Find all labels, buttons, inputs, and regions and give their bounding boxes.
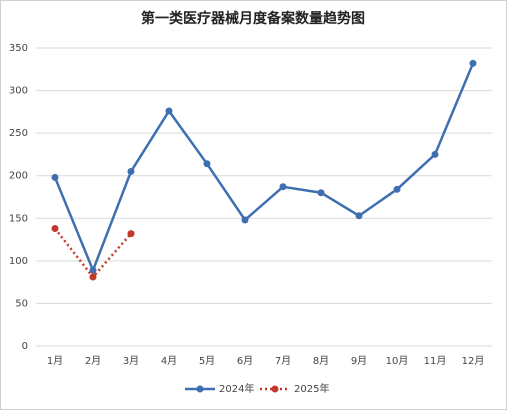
y-tick-label: 100	[9, 256, 28, 267]
x-tick-label: 5月	[199, 355, 215, 367]
x-tick-label: 1月	[47, 355, 63, 367]
x-tick-label: 8月	[313, 355, 329, 367]
y-tick-label: 250	[9, 128, 28, 139]
x-tick-label: 9月	[351, 355, 367, 367]
x-tick-label: 4月	[161, 355, 177, 367]
data-point	[89, 266, 97, 274]
data-point	[127, 230, 135, 238]
data-point	[89, 273, 97, 281]
x-tick-label: 11月	[424, 355, 447, 367]
legend-marker	[196, 385, 204, 393]
y-tick-label: 200	[9, 171, 28, 182]
y-tick-label: 0	[22, 341, 28, 352]
legend-marker	[271, 385, 279, 393]
x-tick-label: 10月	[386, 355, 409, 367]
chart-title: 第一类医疗器械月度备案数量趋势图	[141, 10, 365, 27]
x-tick-label: 7月	[275, 355, 291, 367]
data-point	[317, 189, 325, 197]
data-point	[431, 150, 439, 158]
y-tick-label: 350	[9, 43, 28, 54]
data-point	[241, 216, 249, 224]
y-tick-label: 150	[9, 213, 28, 224]
data-point	[51, 225, 59, 233]
data-point	[203, 160, 211, 168]
legend-label: 2025年	[294, 382, 329, 395]
x-tick-label: 12月	[462, 355, 485, 367]
x-tick-label: 6月	[237, 355, 253, 367]
series-line	[53, 62, 475, 274]
data-point	[393, 185, 401, 193]
data-point	[51, 173, 59, 181]
data-point	[469, 59, 477, 67]
data-point	[355, 212, 363, 220]
data-point	[279, 183, 287, 191]
legend-label: 2024年	[219, 382, 254, 395]
data-point	[127, 167, 135, 175]
x-tick-label: 3月	[123, 355, 139, 367]
data-point	[165, 107, 173, 115]
y-tick-label: 50	[15, 298, 28, 309]
y-tick-label: 300	[9, 86, 28, 97]
x-tick-label: 2月	[85, 355, 101, 367]
